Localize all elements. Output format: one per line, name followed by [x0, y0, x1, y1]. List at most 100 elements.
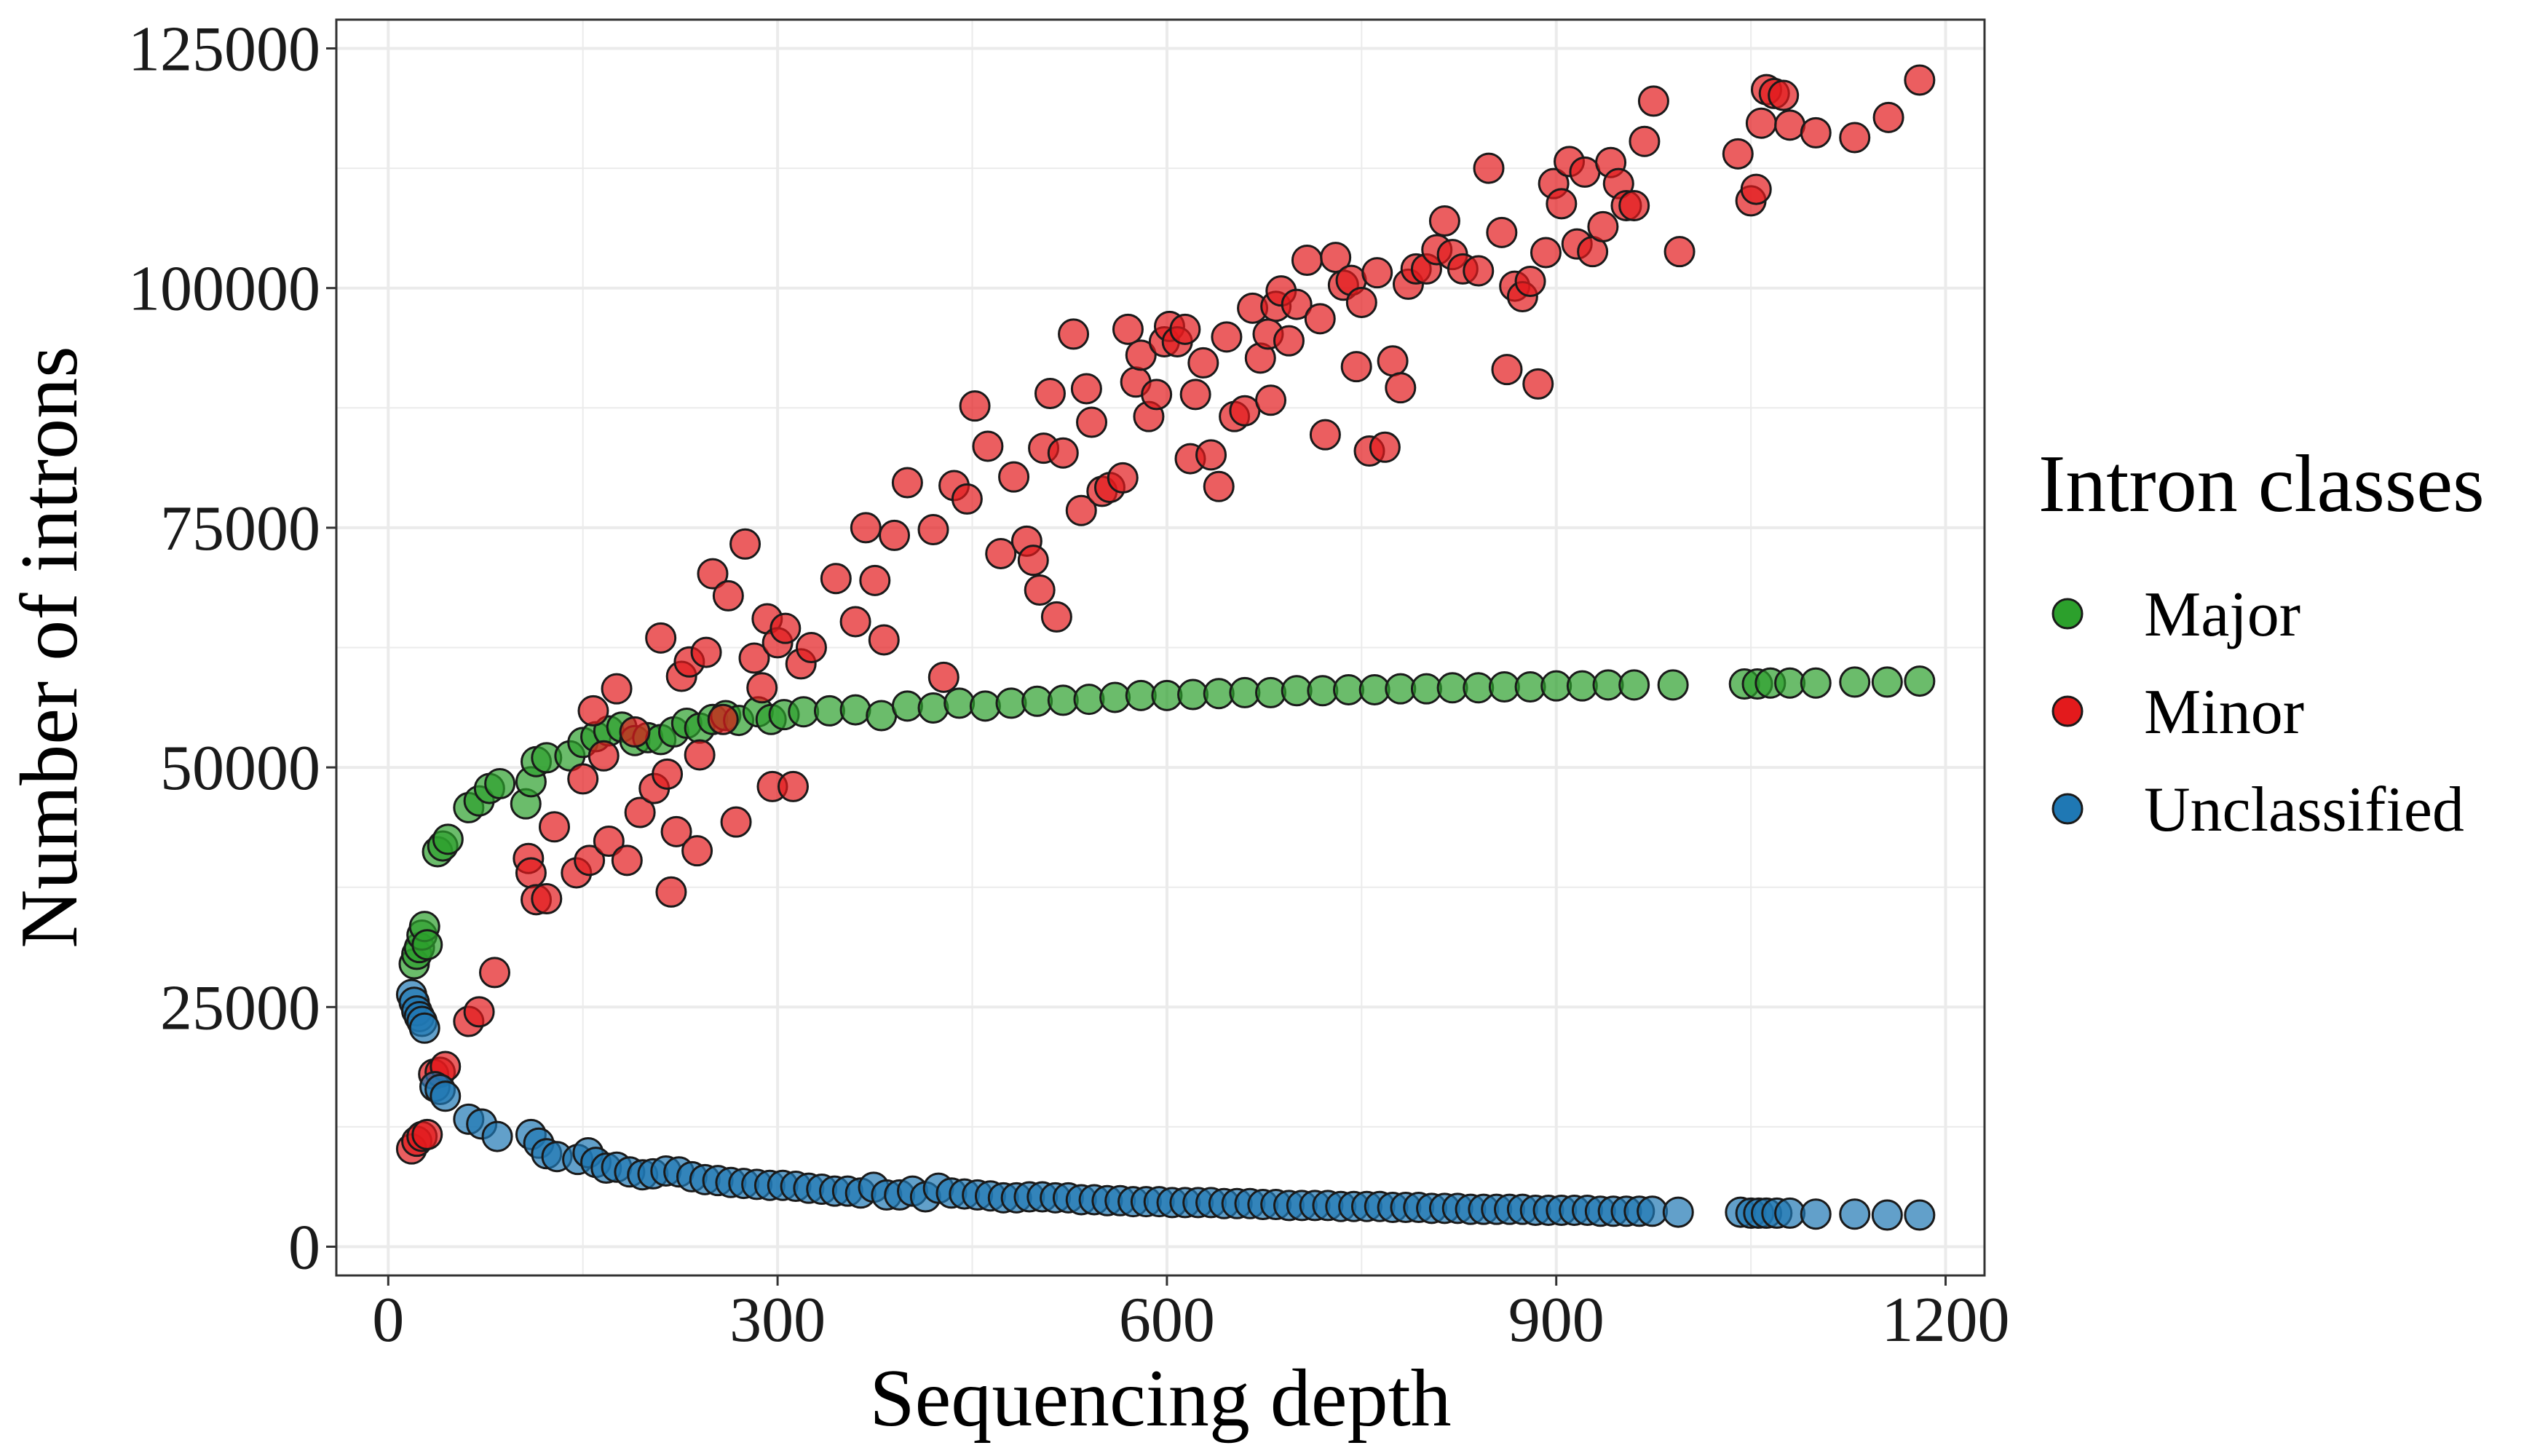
point-major — [1385, 673, 1417, 705]
point-major — [1358, 673, 1390, 705]
point-minor — [820, 563, 852, 595]
data-points — [395, 64, 1936, 1231]
point-minor — [1304, 303, 1336, 335]
point-minor — [411, 1118, 443, 1150]
point-minor — [707, 703, 739, 735]
point-unclassified — [481, 1120, 513, 1152]
point-major — [1047, 684, 1079, 716]
legend-key-minor — [2052, 695, 2084, 727]
point-major — [1281, 675, 1313, 707]
point-major — [1657, 669, 1689, 701]
point-minor — [746, 672, 778, 704]
point-major — [1021, 685, 1053, 717]
point-minor — [868, 624, 900, 656]
point-minor — [1385, 372, 1417, 404]
point-major — [839, 694, 871, 726]
point-unclassified — [1800, 1198, 1832, 1230]
point-minor — [1768, 79, 1800, 111]
point-minor — [645, 622, 677, 654]
point-minor — [1141, 379, 1173, 411]
point-minor — [1361, 257, 1393, 289]
point-major — [484, 767, 516, 799]
point-minor — [1486, 216, 1518, 248]
x-axis-title: Sequencing depth — [869, 1353, 1451, 1444]
point-major — [1839, 666, 1871, 698]
point-minor — [1187, 347, 1219, 379]
point-major — [432, 823, 464, 855]
point-minor — [1618, 189, 1650, 221]
point-minor — [1546, 188, 1578, 220]
point-minor — [681, 835, 713, 867]
point-minor — [712, 579, 744, 612]
point-major — [1774, 667, 1806, 699]
point-minor — [769, 612, 802, 644]
point-major — [969, 690, 1001, 722]
x-axis: 0 300 600 900 1200 — [372, 1275, 2010, 1356]
x-tick-label: 900 — [1508, 1285, 1605, 1356]
y-tick-label: 75000 — [160, 494, 320, 564]
point-major — [866, 700, 898, 732]
point-major — [1073, 684, 1105, 716]
point-unclassified — [1662, 1196, 1694, 1228]
point-minor — [1229, 395, 1261, 427]
plot-panel-border — [335, 18, 1986, 1277]
point-major — [995, 687, 1027, 719]
point-minor — [1112, 313, 1144, 345]
point-major — [1618, 669, 1650, 701]
point-major — [1151, 679, 1183, 711]
point-minor — [1281, 288, 1313, 320]
point-minor — [1107, 462, 1139, 494]
point-minor — [1637, 85, 1669, 117]
point-minor — [1514, 265, 1546, 297]
point-minor — [1211, 321, 1243, 353]
point-minor — [1040, 601, 1072, 633]
legend-key-unclassified — [2052, 793, 2084, 825]
point-minor — [1872, 101, 1904, 133]
point-minor — [1377, 345, 1409, 377]
point-minor — [1745, 107, 1777, 139]
point-minor — [1034, 378, 1066, 410]
point-minor — [1345, 286, 1377, 318]
y-tick-label: 0 — [288, 1212, 320, 1283]
point-minor — [1065, 494, 1097, 526]
point-minor — [998, 461, 1030, 493]
y-tick-label: 100000 — [128, 254, 320, 325]
point-minor — [531, 883, 563, 914]
point-minor — [1047, 437, 1079, 469]
point-major — [1488, 670, 1520, 703]
point-minor — [1722, 138, 1754, 170]
point-major — [1125, 679, 1157, 711]
y-tick-label: 125000 — [128, 15, 320, 85]
point-minor — [1473, 152, 1505, 184]
legend-label-major: Major — [2144, 579, 2300, 650]
point-minor — [1017, 545, 1049, 577]
point-major — [1514, 670, 1546, 703]
point-minor — [1530, 237, 1562, 269]
point-minor — [1369, 431, 1401, 463]
point-minor — [729, 528, 761, 560]
point-minor — [1839, 122, 1871, 154]
point-minor — [1179, 379, 1211, 411]
point-major — [1904, 665, 1936, 697]
point-major — [1203, 678, 1235, 710]
point-minor — [587, 740, 620, 772]
point-minor — [1169, 313, 1201, 345]
point-minor — [738, 642, 770, 674]
x-tick-label: 0 — [372, 1285, 404, 1356]
point-minor — [660, 815, 692, 847]
point-minor — [927, 661, 960, 693]
point-major — [1566, 670, 1598, 702]
y-axis-title: Number of introns — [4, 346, 95, 948]
point-minor — [1125, 339, 1157, 371]
grid-lines — [336, 20, 1985, 1275]
point-major — [1307, 675, 1339, 707]
point-major — [1177, 678, 1209, 711]
point-major — [1332, 673, 1364, 705]
point-minor — [1904, 64, 1936, 96]
point-minor — [839, 606, 871, 638]
point-major — [1099, 681, 1131, 713]
x-tick-label: 1200 — [1882, 1285, 2010, 1356]
point-minor — [1428, 205, 1460, 237]
point-minor — [655, 876, 687, 908]
